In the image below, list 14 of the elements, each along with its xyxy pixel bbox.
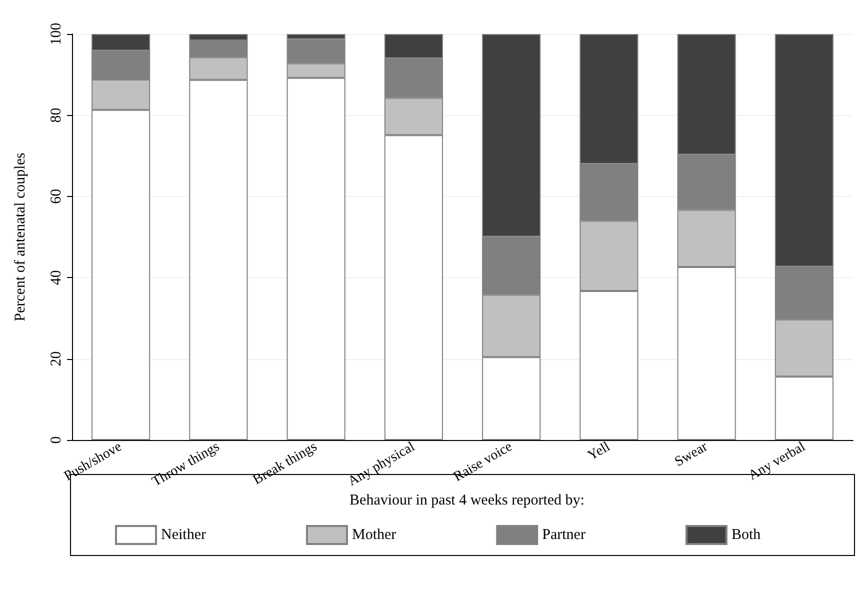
legend-label: Mother bbox=[352, 527, 396, 543]
y-tick-label: 60 bbox=[48, 188, 64, 204]
legend-label: Partner bbox=[542, 527, 586, 543]
x-tick-label: Swear bbox=[672, 439, 711, 470]
y-axis-title: Percent of antenatal couples bbox=[12, 152, 28, 322]
y-tick-label: 80 bbox=[48, 108, 64, 123]
legend-title: Behaviour in past 4 weeks reported by: bbox=[350, 492, 584, 508]
x-tick-label: Yell bbox=[586, 439, 613, 464]
y-tick-label: 0 bbox=[48, 436, 64, 444]
legend-label: Both bbox=[731, 527, 762, 543]
y-tick-label: 20 bbox=[48, 351, 64, 366]
legend-label: Neither bbox=[161, 527, 206, 543]
y-tick-label: 40 bbox=[48, 270, 64, 286]
y-tick-label: 100 bbox=[48, 22, 64, 46]
